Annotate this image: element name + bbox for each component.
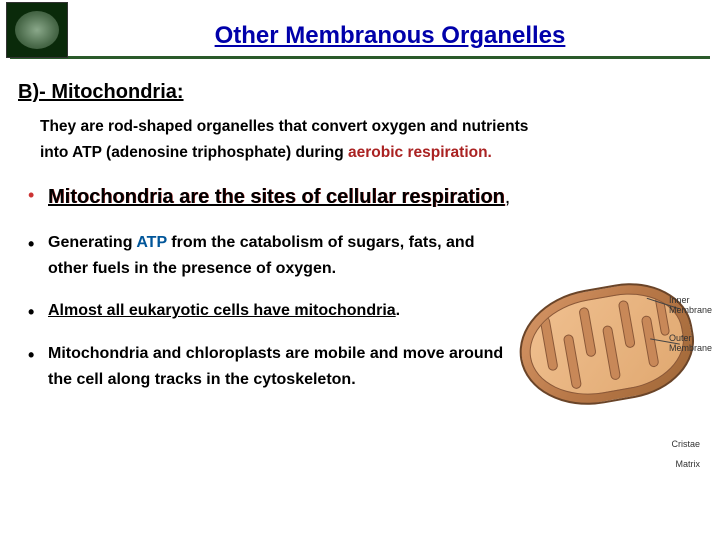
slide-title: Other Membranous Organelles [0, 10, 720, 50]
intro-line1: They are rod-shaped organelles that conv… [40, 118, 528, 135]
slide-content: B)- Mitochondria: They are rod-shaped or… [0, 67, 720, 394]
plant-icon [15, 11, 59, 49]
header-rule [10, 56, 710, 59]
label-outer-membrane: Outer Membrane [669, 333, 712, 353]
bullet-2a: Generating [48, 234, 136, 251]
crista-icon [618, 300, 636, 349]
slide-header: Other Membranous Organelles [0, 0, 720, 67]
crista-icon [641, 315, 660, 368]
intro-key-aerobic: aerobic respiration. [348, 144, 492, 161]
bullet-1: Mitochondria are the sites of cellular r… [26, 181, 702, 214]
intro-key-atp: ATP ( [72, 144, 111, 161]
mito-inner-membrane [522, 284, 691, 404]
label-text: Inner [669, 295, 690, 305]
intro-line2b: adenosine triphosphate) during [111, 144, 348, 161]
label-text: Membrane [669, 305, 712, 315]
bullet-2-atp: ATP [136, 234, 167, 251]
bullet-3-dot: . [396, 302, 400, 319]
textbook-logo [6, 2, 68, 58]
bullet-3-text: Almost all eukaryotic cells have mitocho… [48, 302, 396, 319]
bullet-1-text: Mitochondria are the sites of cellular r… [48, 186, 505, 208]
label-cristae: Cristae [671, 439, 700, 449]
bullet-4: Mitochondria and chloroplasts are mobile… [26, 341, 506, 394]
label-inner-membrane: Inner Membrane [669, 295, 712, 315]
label-matrix: Matrix [676, 459, 701, 469]
bullet-4-text: Mitochondria and chloroplasts are mobile… [48, 345, 503, 388]
intro-line2a: into [40, 144, 72, 161]
label-text: Outer [669, 333, 692, 343]
bullet-2: Generating ATP from the catabolism of su… [26, 230, 506, 283]
intro-paragraph: They are rod-shaped organelles that conv… [18, 114, 702, 167]
crista-icon [602, 325, 621, 381]
bullet-1-comma: , [505, 186, 511, 208]
mitochondrion-figure: Inner Membrane Outer Membrane Cristae Ma… [519, 257, 714, 487]
label-text: Membrane [669, 343, 712, 353]
section-heading: B)- Mitochondria: [18, 81, 702, 104]
crista-icon [578, 307, 597, 358]
crista-icon [563, 334, 582, 390]
crista-icon [539, 316, 558, 372]
